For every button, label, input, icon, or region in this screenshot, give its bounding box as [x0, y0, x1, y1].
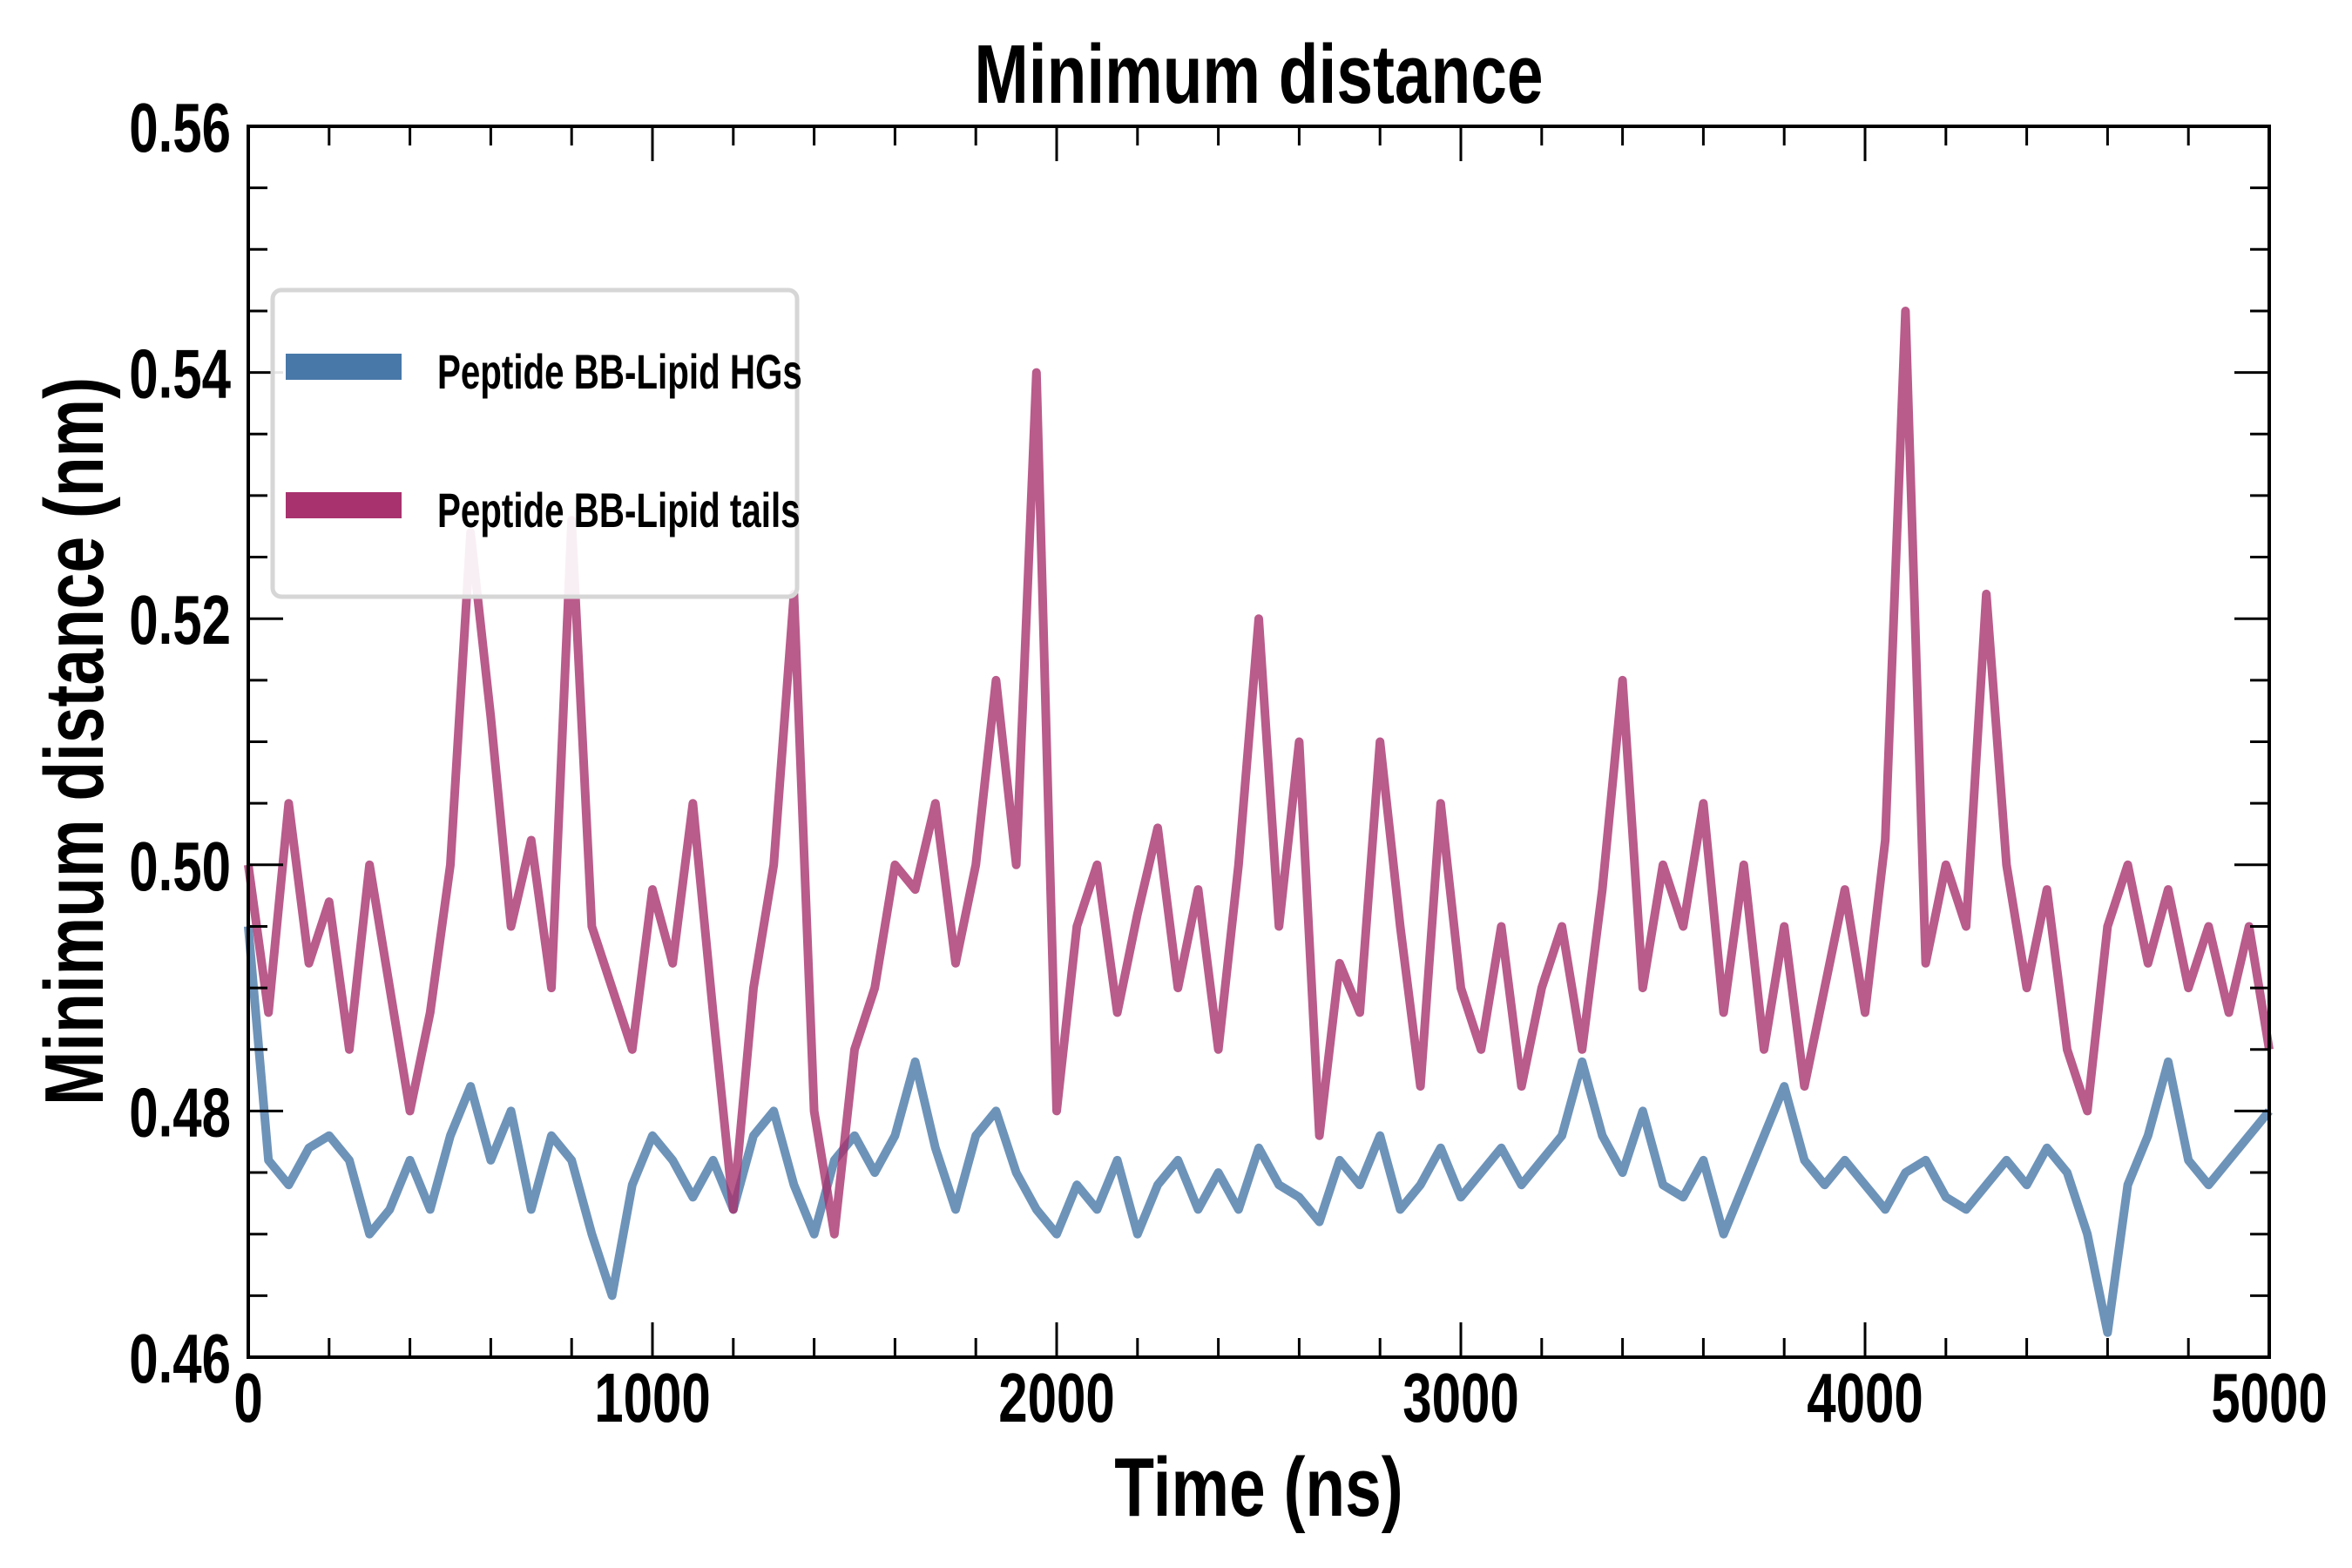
x-tick-label: 0	[233, 1359, 262, 1436]
chart-title: Minimum distance	[974, 28, 1543, 121]
y-tick-label: 0.54	[129, 335, 231, 412]
y-tick-label: 0.56	[129, 89, 231, 166]
legend-label-tails: Peptide BB-Lipid tails	[437, 484, 801, 538]
y-tick-label: 0.48	[129, 1073, 231, 1151]
series-line-0	[244, 926, 2273, 1337]
x-tick-label: 5000	[2211, 1359, 2327, 1436]
x-tick-label: 2000	[998, 1359, 1114, 1436]
plot-frame	[247, 125, 2271, 1359]
x-tick-label: 1000	[594, 1359, 710, 1436]
series-line-1	[244, 307, 2274, 1239]
x-tick-label: 4000	[1807, 1359, 1923, 1436]
tick-labels: 0 1000 2000 3000 4000 5000 0.46 0.48 0.50 0.52 0.5…	[129, 89, 2328, 1436]
x-tick-label: 3000	[1402, 1359, 1518, 1436]
y-axis-label: Minimum distance (nm)	[28, 377, 121, 1105]
legend-box	[270, 287, 800, 599]
y-tick-label: 0.50	[129, 827, 231, 904]
x-axis-label: Time (ns)	[1114, 1441, 1402, 1534]
legend: Peptide BB-Lipid HGs Peptide BB-Lipid ta…	[270, 287, 802, 599]
y-tick-label: 0.52	[129, 581, 231, 659]
y-tick-label: 0.46	[129, 1320, 231, 1397]
plot-lines	[244, 307, 2274, 1337]
legend-label-hgs: Peptide BB-Lipid HGs	[437, 346, 802, 400]
